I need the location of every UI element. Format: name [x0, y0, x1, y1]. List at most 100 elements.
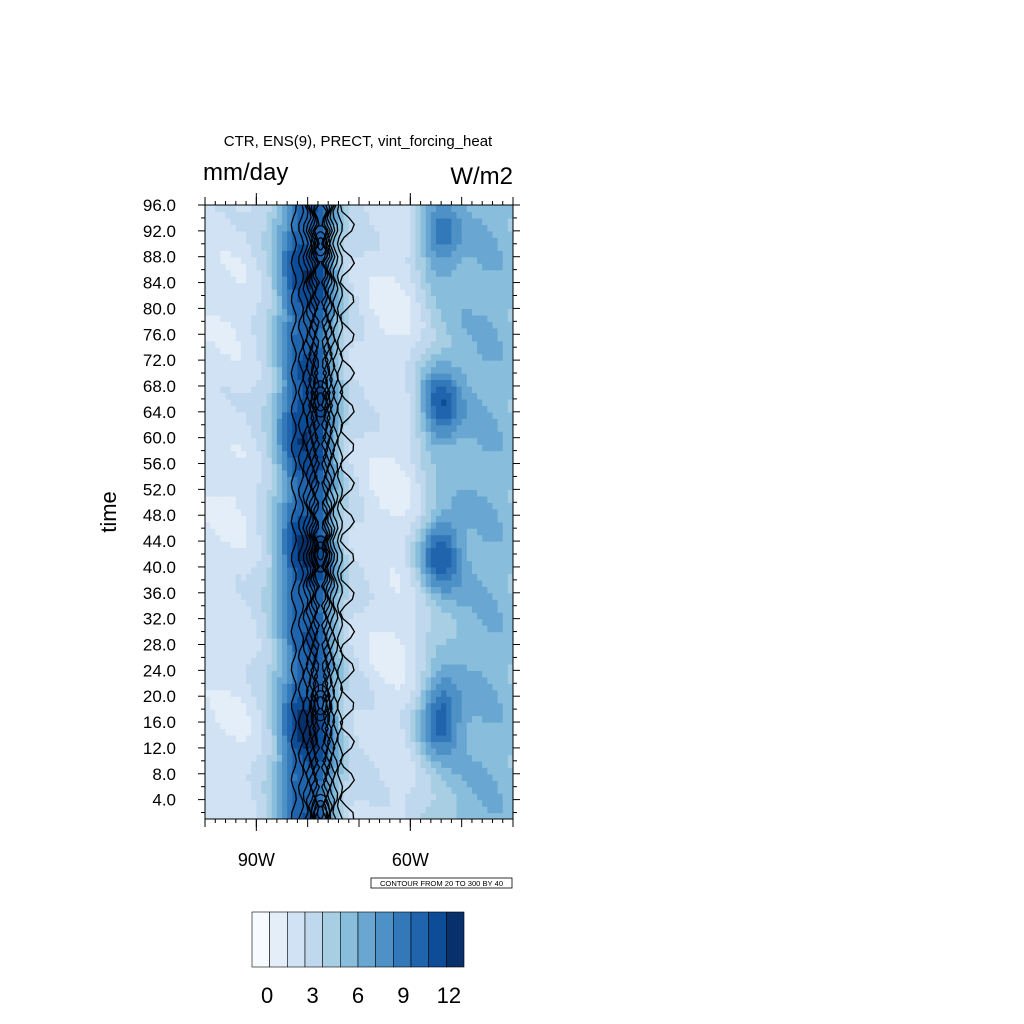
heatmap-cell	[282, 728, 288, 736]
heatmap-cell	[359, 670, 365, 678]
heatmap-cell	[379, 728, 386, 736]
heatmap-cell	[436, 612, 442, 620]
heatmap-cell	[379, 605, 386, 613]
heatmap-cell	[240, 469, 247, 478]
heatmap-cell	[271, 780, 278, 788]
heatmap-cell	[256, 573, 263, 581]
heatmap-cell	[374, 638, 381, 646]
heatmap-cell	[297, 566, 304, 574]
heatmap-cell	[338, 211, 345, 219]
heatmap-cell	[292, 728, 298, 736]
heatmap-cell	[230, 230, 237, 238]
heatmap-cell	[210, 301, 216, 310]
heatmap-cell	[379, 334, 386, 342]
heatmap-cell	[292, 424, 298, 432]
heatmap-cell	[256, 741, 263, 749]
heatmap-cell	[471, 741, 478, 749]
heatmap-cell	[461, 276, 468, 284]
heatmap-cell	[240, 269, 247, 277]
heatmap-cell	[256, 502, 263, 510]
heatmap-cell	[251, 560, 257, 568]
heatmap-cell	[456, 592, 463, 600]
heatmap-cell	[205, 476, 211, 484]
heatmap-cell	[235, 670, 242, 678]
heatmap-cell	[343, 321, 350, 329]
heatmap-cell	[369, 243, 375, 251]
heatmap-cell	[471, 657, 478, 665]
heatmap-cell	[210, 295, 216, 303]
heatmap-cell	[420, 217, 427, 225]
heatmap-cell	[441, 612, 447, 620]
heatmap-cell	[400, 314, 406, 322]
heatmap-cell	[276, 547, 283, 555]
heatmap-cell	[266, 450, 273, 458]
heatmap-cell	[379, 696, 386, 704]
heatmap-cell	[282, 360, 288, 368]
heatmap-cell	[235, 741, 242, 749]
heatmap-cell	[471, 592, 478, 600]
heatmap-cell	[353, 431, 360, 439]
heatmap-cell	[220, 702, 227, 710]
heatmap-cell	[287, 495, 293, 503]
heatmap-cell	[441, 644, 447, 652]
heatmap-cell	[461, 780, 468, 788]
heatmap-cell	[297, 418, 304, 426]
heatmap-cell	[205, 237, 211, 245]
heatmap-cell	[425, 450, 432, 458]
heatmap-cell	[251, 806, 257, 814]
heatmap-cell	[430, 411, 437, 419]
heatmap-cell	[415, 385, 422, 394]
heatmap-cell	[466, 566, 473, 574]
heatmap-cell	[466, 612, 473, 620]
heatmap-cell	[436, 760, 442, 768]
heatmap-cell	[441, 308, 447, 316]
heatmap-cell	[430, 347, 437, 355]
heatmap-cell	[353, 638, 360, 646]
heatmap-cell	[405, 560, 411, 568]
heatmap-cell	[246, 780, 252, 788]
heatmap-cell	[415, 760, 422, 768]
heatmap-cell	[364, 612, 370, 620]
heatmap-cell	[282, 250, 288, 258]
heatmap-cell	[276, 631, 283, 639]
heatmap-cell	[338, 405, 345, 413]
heatmap-cell	[282, 463, 288, 471]
heatmap-cell	[266, 289, 273, 297]
heatmap-cell	[287, 269, 293, 277]
heatmap-cell	[441, 663, 447, 671]
heatmap-cell	[348, 566, 355, 574]
heatmap-cell	[317, 709, 324, 717]
heatmap-cell	[425, 754, 432, 762]
heatmap-cell	[317, 469, 324, 478]
heatmap-cell	[379, 398, 386, 406]
heatmap-cell	[292, 360, 298, 368]
heatmap-cell	[389, 547, 396, 555]
heatmap-cell	[384, 444, 391, 452]
heatmap-cell	[333, 405, 340, 413]
heatmap-cell	[230, 683, 237, 691]
heatmap-cell	[256, 515, 263, 523]
heatmap-cell	[369, 806, 375, 814]
heatmap-cell	[451, 282, 458, 290]
heatmap-cell	[240, 599, 247, 607]
heatmap-cell	[359, 411, 365, 419]
heatmap-cell	[292, 663, 298, 671]
heatmap-cell	[466, 747, 473, 755]
heatmap-cell	[235, 424, 242, 432]
heatmap-cell	[297, 806, 304, 814]
heatmap-cell	[333, 301, 340, 310]
heatmap-cell	[338, 702, 345, 710]
heatmap-cell	[333, 256, 340, 264]
heatmap-cell	[384, 657, 391, 665]
heatmap-cell	[240, 217, 247, 225]
heatmap-cell	[276, 327, 283, 335]
heatmap-cell	[235, 308, 242, 316]
heatmap-cell	[292, 547, 298, 555]
heatmap-cell	[261, 670, 268, 678]
heatmap-cell	[466, 806, 473, 814]
heatmap-cell	[338, 347, 345, 355]
heatmap-cell	[240, 476, 247, 484]
heatmap-cell	[369, 217, 375, 225]
heatmap-cell	[369, 709, 375, 717]
heatmap-cell	[205, 431, 211, 439]
